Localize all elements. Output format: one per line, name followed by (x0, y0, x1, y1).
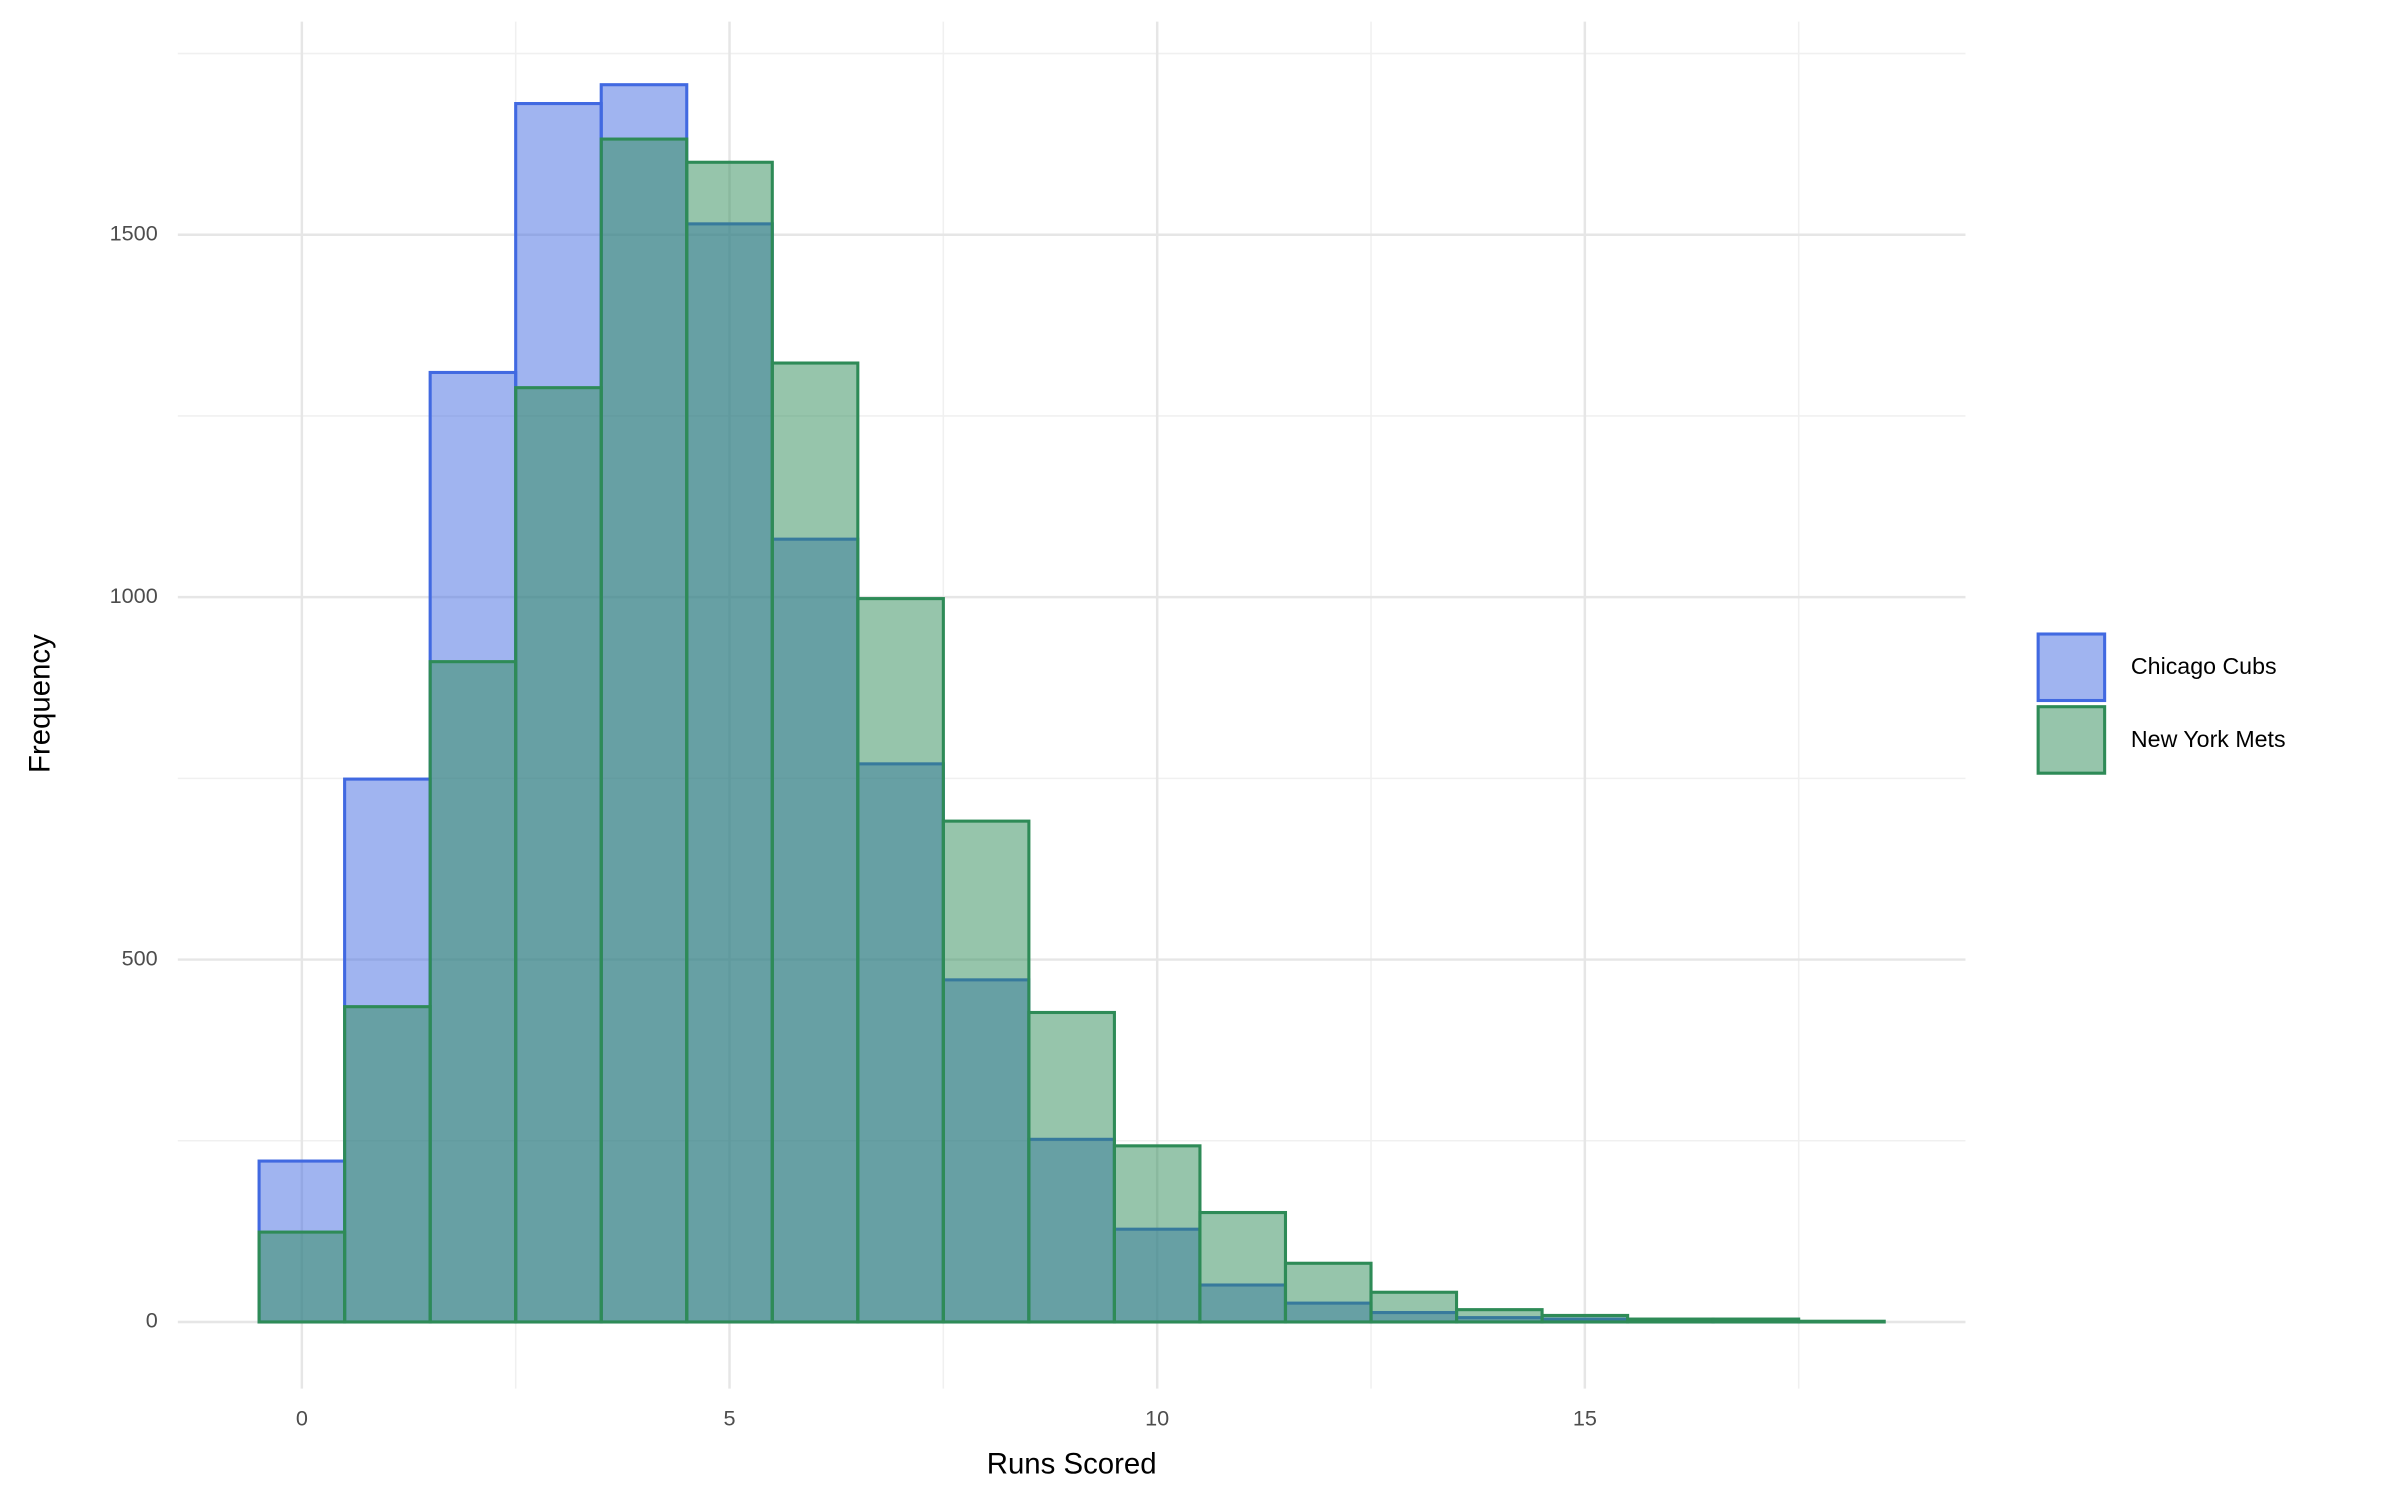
y-axis-title: Frequency (24, 634, 57, 773)
bar (257, 1230, 347, 1324)
bar (1454, 1308, 1544, 1324)
legend-key (2036, 632, 2107, 703)
bar (856, 597, 945, 1324)
bar (1283, 1261, 1373, 1324)
bar (1027, 1010, 1116, 1324)
x-tick-label: 10 (1145, 1405, 1169, 1430)
y-tick-label: 1000 (110, 583, 158, 608)
bar (343, 1005, 432, 1324)
bar (685, 160, 774, 1324)
bar (1112, 1144, 1202, 1324)
bar (514, 386, 603, 1324)
bar (1711, 1317, 1801, 1324)
bar (599, 137, 689, 1324)
x-axis-title: Runs Scored (987, 1448, 1157, 1481)
y-tick-label: 1500 (110, 220, 158, 245)
legend-key (2036, 705, 2107, 775)
x-tick-label: 5 (724, 1405, 736, 1430)
bar (428, 660, 518, 1324)
bar (770, 361, 860, 1324)
bar (1369, 1290, 1459, 1324)
legend-label: Chicago Cubs (2131, 653, 2277, 679)
legend-label: New York Mets (2131, 726, 2286, 752)
bar (1540, 1313, 1630, 1324)
bar (941, 819, 1031, 1324)
bar (1797, 1319, 1886, 1324)
bar (1198, 1210, 1288, 1324)
y-tick-label: 500 (122, 945, 158, 970)
y-tick-label: 0 (146, 1308, 158, 1333)
bar (1626, 1317, 1715, 1324)
x-tick-label: 15 (1573, 1405, 1597, 1430)
x-tick-label: 0 (296, 1405, 308, 1430)
